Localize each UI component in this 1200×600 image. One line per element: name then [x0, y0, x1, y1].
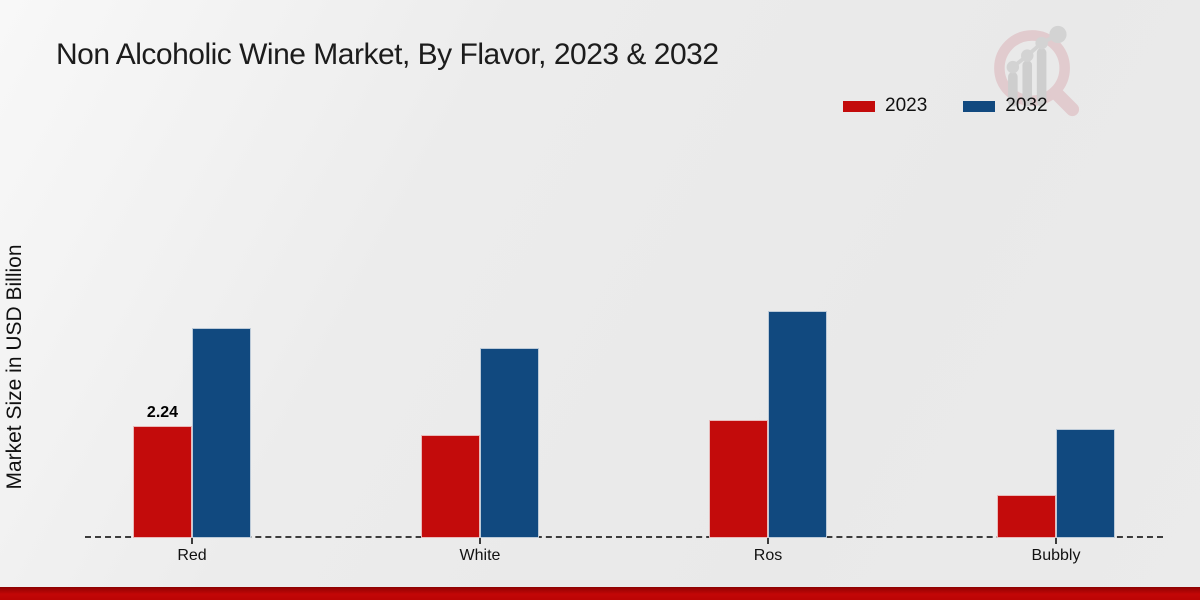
- bar-2032-white: [480, 348, 539, 538]
- bar-2032-ros: [768, 311, 827, 538]
- x-axis-tick: [1055, 538, 1057, 544]
- footer-red-bar: [0, 587, 1200, 600]
- legend-label-2023: 2023: [885, 95, 928, 116]
- x-axis-tick: [767, 538, 769, 544]
- magnifier-bar-chart-logo-icon: [994, 25, 1080, 117]
- bar-2023-red: [133, 426, 192, 538]
- legend-swatch-2023: [843, 100, 875, 112]
- x-axis-category-label: White: [459, 547, 501, 564]
- x-axis-category-label: Bubbly: [1031, 547, 1081, 564]
- bar-value-label: 2.24: [146, 404, 179, 421]
- x-axis-category-label: Red: [177, 547, 207, 564]
- bar-2023-ros: [709, 420, 768, 538]
- x-axis-tick: [479, 538, 481, 544]
- legend-label-2032: 2032: [1005, 95, 1048, 116]
- x-axis-category-label: Ros: [753, 547, 783, 564]
- chart-title: Non Alcoholic Wine Market, By Flavor, 20…: [56, 38, 719, 71]
- bar-2032-bubbly: [1056, 429, 1115, 538]
- bar-2032-red: [192, 328, 251, 538]
- y-axis-label: Market Size in USD Billion: [3, 244, 26, 490]
- legend: 2023 2032: [843, 95, 1048, 117]
- x-axis-baseline: [85, 536, 1163, 538]
- legend-swatch-2032: [963, 100, 996, 112]
- bar-2023-bubbly: [997, 495, 1056, 538]
- x-axis-tick: [191, 538, 193, 544]
- legend-item-2023: 2023: [843, 95, 927, 117]
- bar-2023-white: [421, 435, 480, 538]
- legend-item-2032: 2032: [963, 95, 1048, 117]
